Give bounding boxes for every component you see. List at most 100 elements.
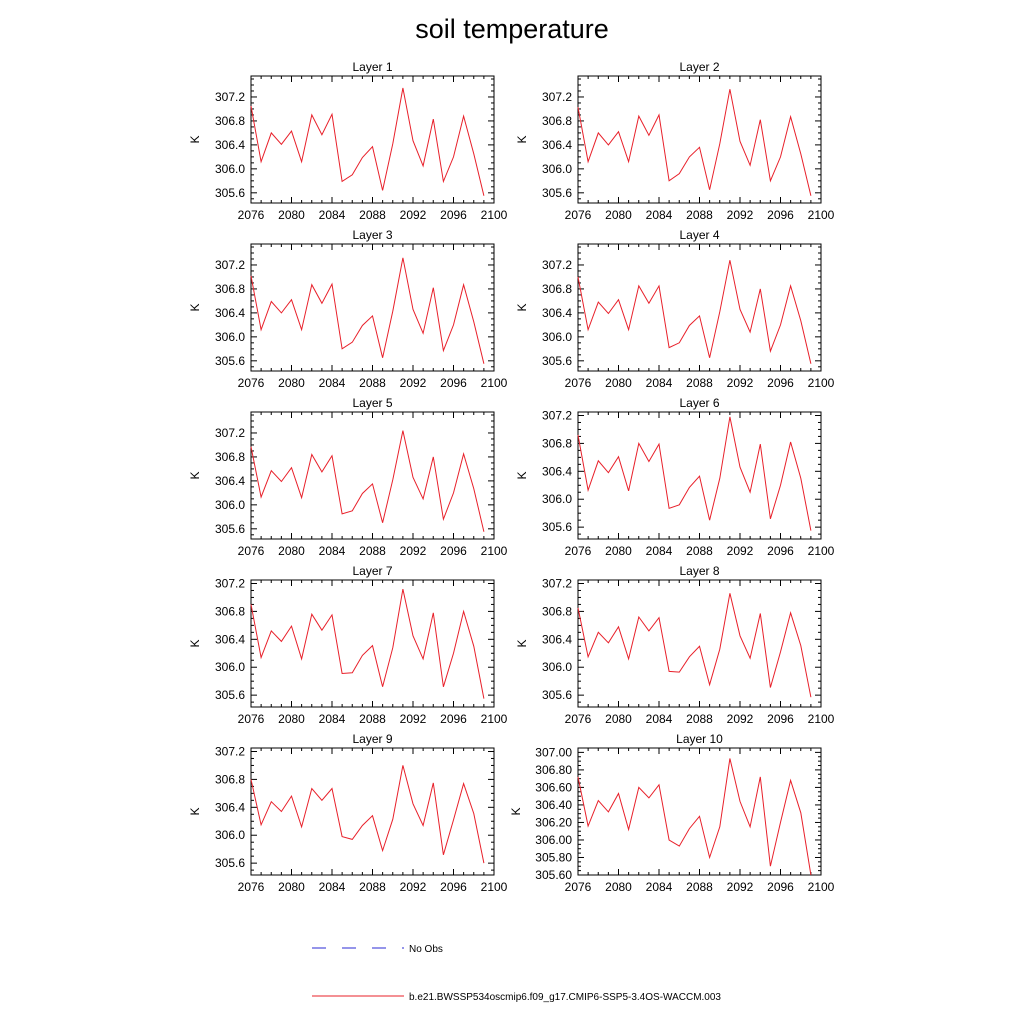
y-tick-label: 306.8 [215,450,245,464]
x-tick-label: 2096 [440,544,467,558]
y-tick-label: 305.6 [542,186,572,200]
y-axis-label: K [515,135,529,143]
y-tick-label: 306.0 [542,660,572,674]
x-tick-label: 2092 [727,544,754,558]
x-tick-label: 2088 [686,376,713,390]
x-tick-label: 2100 [808,208,835,222]
x-tick-label: 2084 [319,880,346,894]
series-line [577,260,812,364]
panel-title: Layer 5 [352,396,392,410]
y-axis-label: K [188,639,202,647]
series-line [577,593,812,698]
y-axis-label: K [188,303,202,311]
plot-frame [577,579,822,708]
y-tick-label: 306.0 [215,498,245,512]
x-tick-label: 2100 [481,208,508,222]
y-tick-label: 306.4 [215,138,245,152]
x-tick-label: 2092 [400,880,427,894]
series-line [250,588,485,699]
x-tick-label: 2084 [319,712,346,726]
x-tick-label: 2100 [808,880,835,894]
x-tick-label: 2076 [238,208,265,222]
y-tick-label: 306.4 [542,138,572,152]
y-tick-label: 306.8 [215,604,245,618]
panel-layer-8: Layer 8 2076 2080 2084 2088 2092 2096 2100 305.6… [515,564,835,726]
y-axis-label: K [509,807,523,815]
series-line [250,430,485,532]
x-tick-label: 2080 [605,544,632,558]
plot-frame [250,747,495,876]
y-tick-label: 306.4 [215,474,245,488]
x-tick-label: 2080 [278,880,305,894]
panel-title: Layer 1 [352,60,392,74]
panel-layer-3: Layer 3 2076 2080 2084 2088 2092 2096 2100 305.6… [188,228,508,390]
y-tick-label: 305.6 [215,856,245,870]
figure-title: soil temperature [415,14,609,44]
x-tick-label: 2084 [319,376,346,390]
x-tick-label: 2088 [686,544,713,558]
x-tick-label: 2076 [238,880,265,894]
x-tick-label: 2100 [808,376,835,390]
panel-title: Layer 8 [679,564,719,578]
x-tick-label: 2096 [767,208,794,222]
y-tick-label: 307.2 [215,426,245,440]
y-tick-label: 306.4 [215,632,245,646]
x-tick-label: 2088 [359,712,386,726]
x-tick-label: 2084 [646,712,673,726]
y-tick-label: 306.4 [542,632,572,646]
y-axis-label: K [188,807,202,815]
y-tick-label: 306.0 [542,330,572,344]
x-tick-label: 2076 [565,880,592,894]
x-tick-label: 2080 [278,712,305,726]
x-tick-label: 2076 [238,712,265,726]
y-tick-label: 306.4 [215,306,245,320]
y-tick-label: 306.40 [535,798,572,812]
y-tick-label: 305.60 [535,868,572,882]
y-tick-label: 307.2 [215,258,245,272]
x-tick-label: 2088 [686,208,713,222]
series-line [250,257,485,364]
y-tick-label: 307.2 [542,258,572,272]
y-tick-label: 305.80 [535,850,572,864]
y-tick-label: 307.2 [215,744,245,758]
y-tick-label: 305.6 [215,688,245,702]
y-tick-label: 307.00 [535,745,572,759]
y-tick-label: 306.8 [215,114,245,128]
x-tick-label: 2096 [440,208,467,222]
x-tick-label: 2096 [440,376,467,390]
panel-title: Layer 7 [352,564,392,578]
panel-layer-5: Layer 5 2076 2080 2084 2088 2092 2096 2100 305.6… [188,396,508,558]
x-tick-label: 2096 [767,712,794,726]
y-tick-label: 306.4 [542,464,572,478]
y-axis-label: K [188,471,202,479]
x-tick-label: 2092 [727,208,754,222]
x-tick-label: 2084 [646,376,673,390]
y-axis-label: K [188,135,202,143]
panel-layer-10: Layer 10 2076 2080 2084 2088 2092 2096 2100 305.… [509,732,835,894]
x-tick-label: 2100 [808,712,835,726]
x-tick-label: 2080 [605,208,632,222]
y-tick-label: 306.8 [542,282,572,296]
y-tick-label: 307.2 [215,576,245,590]
plot-frame [577,747,822,876]
y-tick-label: 305.6 [542,520,572,534]
x-tick-label: 2088 [359,208,386,222]
y-tick-label: 307.2 [215,90,245,104]
y-tick-label: 306.8 [542,436,572,450]
y-axis-label: K [515,303,529,311]
y-tick-label: 306.0 [542,162,572,176]
y-tick-label: 307.2 [542,408,572,422]
y-tick-label: 307.2 [542,90,572,104]
x-tick-label: 2080 [278,208,305,222]
y-tick-label: 307.2 [542,576,572,590]
y-tick-label: 306.20 [535,815,572,829]
y-tick-label: 306.0 [215,330,245,344]
x-tick-label: 2076 [565,376,592,390]
x-tick-label: 2100 [808,544,835,558]
y-tick-label: 305.6 [542,688,572,702]
x-tick-label: 2092 [400,712,427,726]
x-tick-label: 2080 [605,376,632,390]
x-tick-label: 2096 [767,880,794,894]
x-tick-label: 2100 [481,376,508,390]
